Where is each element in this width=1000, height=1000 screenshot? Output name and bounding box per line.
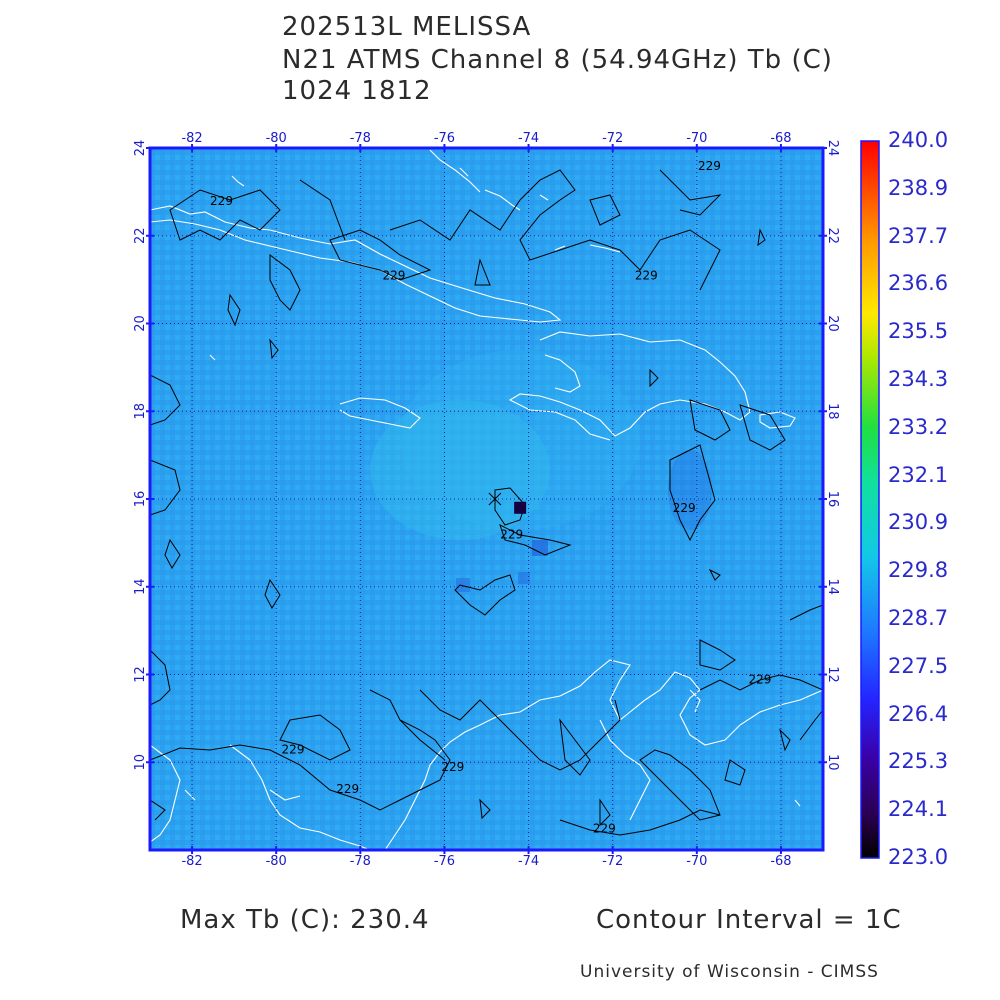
tick-top--82: -82: [181, 131, 202, 146]
tick-left-10: 10: [133, 754, 148, 771]
contour-label-1: 229: [698, 159, 721, 173]
cuba-coast: [150, 205, 562, 323]
contours: [150, 169, 823, 836]
central-america-coast: [150, 744, 181, 843]
contour-label-0: 229: [210, 194, 233, 208]
bahamas-coast: [429, 149, 481, 193]
tick-bottom--80: -80: [266, 854, 287, 869]
tick-bottom--68: -68: [770, 854, 791, 869]
contour-label-3: 229: [635, 269, 658, 283]
tick-left-14: 14: [133, 578, 148, 595]
axis-tick-labels: -82 -82 -80 -80 -78 -78 -76 -76 -74 -74 -72 -72 -70 -…: [133, 131, 840, 869]
jamaica-coast: [339, 397, 421, 429]
tick-bottom--76: -76: [434, 854, 455, 869]
tick-top--70: -70: [686, 131, 707, 146]
tick-left-12: 12: [133, 666, 148, 683]
colorbar-label-12: 226.4: [888, 701, 949, 726]
tb-anomalies: [370, 350, 712, 592]
tick-top--68: -68: [770, 131, 791, 146]
colorbar-label-10: 228.7: [888, 606, 949, 630]
tick-top--78: -78: [350, 131, 371, 146]
max-tb-text: Max Tb (C): 230.4: [180, 905, 430, 935]
contour-label-9: 229: [336, 782, 359, 796]
contour-label-4: 229: [500, 527, 523, 541]
colorbar-label-6: 233.2: [888, 414, 949, 439]
tick-left-18: 18: [133, 403, 148, 420]
colorbar-label-2: 237.7: [888, 223, 949, 248]
contour-label-2: 229: [383, 269, 406, 283]
tick-right-12: 12: [825, 666, 840, 683]
colorbar-label-13: 225.3: [888, 749, 949, 774]
tick-right-20: 20: [825, 315, 840, 332]
south-america-coast: [384, 659, 823, 850]
colorbar-label-8: 230.9: [888, 510, 949, 535]
contour-interval-text: Contour Interval = 1C: [596, 905, 902, 935]
colorbar-label-15: 223.0: [888, 845, 949, 869]
contour-label-8: 229: [441, 760, 464, 774]
tick-right-10: 10: [825, 754, 840, 771]
tick-right-14: 14: [825, 578, 840, 595]
colorbar-label-5: 234.3: [888, 367, 949, 391]
tick-right-18: 18: [825, 403, 840, 420]
colorbar-label-7: 232.1: [888, 462, 949, 487]
coastlines: [150, 149, 823, 850]
colorbar-label-3: 236.6: [888, 271, 949, 296]
tick-left-22: 22: [133, 227, 148, 244]
colorbar: [860, 140, 880, 859]
colorbar-label-9: 229.8: [888, 558, 949, 583]
puerto-rico-coast: [759, 411, 796, 429]
tick-bottom--70: -70: [686, 854, 707, 869]
title-datetime: 1024 1812: [282, 76, 432, 106]
contour-label-5: 229: [673, 501, 696, 515]
contour-label-7: 229: [282, 742, 305, 756]
tick-right-16: 16: [825, 491, 840, 508]
contour-label-6: 229: [748, 672, 771, 686]
tick-right-22: 22: [825, 227, 840, 244]
colorbar-label-1: 238.9: [888, 175, 949, 200]
tick-top--76: -76: [434, 131, 455, 146]
colorbar-label-14: 224.1: [888, 797, 949, 822]
tick-left-20: 20: [133, 315, 148, 332]
tick-bottom--78: -78: [350, 854, 371, 869]
colorbar-label-0: 240.0: [888, 128, 949, 152]
colorbar-label-11: 227.5: [888, 653, 949, 678]
tick-right-24: 24: [825, 140, 840, 157]
tick-top--72: -72: [602, 131, 623, 146]
credit-text: University of Wisconsin - CIMSS: [580, 962, 879, 982]
tick-left-24: 24: [133, 140, 148, 157]
tick-bottom--72: -72: [602, 854, 623, 869]
title-product: N21 ATMS Channel 8 (54.94GHz) Tb (C): [282, 45, 833, 75]
hispaniola-coast: [508, 331, 751, 441]
tick-top--74: -74: [518, 131, 539, 146]
colorbar-label-4: 235.5: [888, 319, 949, 344]
storm-cold-core: [514, 501, 527, 514]
title-storm: 202513L MELISSA: [282, 12, 532, 42]
contour-labels: 229 229 229 229 229 229 229 229 229 229 229: [210, 159, 771, 836]
tick-bottom--82: -82: [181, 854, 202, 869]
tick-top--80: -80: [266, 131, 287, 146]
contour-label-10: 229: [593, 821, 616, 835]
tick-left-16: 16: [133, 491, 148, 508]
storm-center-marker: [488, 492, 502, 506]
tick-bottom--74: -74: [518, 854, 539, 869]
turks-caicos-coast: [589, 244, 621, 253]
